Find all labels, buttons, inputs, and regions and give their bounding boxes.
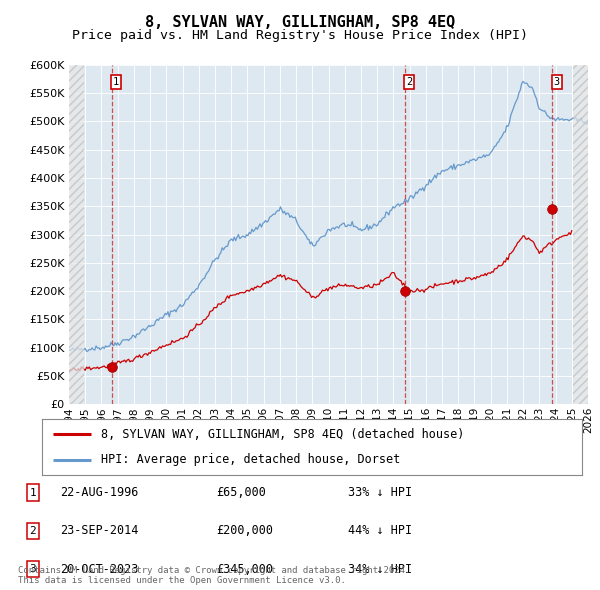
Text: 23-SEP-2014: 23-SEP-2014 <box>60 525 139 537</box>
Text: 22-AUG-1996: 22-AUG-1996 <box>60 486 139 499</box>
Bar <box>69 65 83 404</box>
Text: 33% ↓ HPI: 33% ↓ HPI <box>348 486 412 499</box>
Text: 20-OCT-2023: 20-OCT-2023 <box>60 563 139 576</box>
Text: 3: 3 <box>29 564 37 574</box>
Text: £200,000: £200,000 <box>216 525 273 537</box>
Text: Price paid vs. HM Land Registry's House Price Index (HPI): Price paid vs. HM Land Registry's House … <box>72 29 528 42</box>
Text: 2: 2 <box>29 526 37 536</box>
Text: 8, SYLVAN WAY, GILLINGHAM, SP8 4EQ: 8, SYLVAN WAY, GILLINGHAM, SP8 4EQ <box>145 15 455 30</box>
Bar <box>574 65 588 404</box>
Text: 1: 1 <box>113 77 119 87</box>
Text: 34% ↓ HPI: 34% ↓ HPI <box>348 563 412 576</box>
Text: £345,000: £345,000 <box>216 563 273 576</box>
Text: HPI: Average price, detached house, Dorset: HPI: Average price, detached house, Dors… <box>101 453 401 466</box>
Text: 44% ↓ HPI: 44% ↓ HPI <box>348 525 412 537</box>
Text: 2: 2 <box>406 77 413 87</box>
Text: £65,000: £65,000 <box>216 486 266 499</box>
Text: 3: 3 <box>553 77 560 87</box>
Text: Contains HM Land Registry data © Crown copyright and database right 2024.
This d: Contains HM Land Registry data © Crown c… <box>18 566 410 585</box>
Text: 1: 1 <box>29 487 37 497</box>
Text: 8, SYLVAN WAY, GILLINGHAM, SP8 4EQ (detached house): 8, SYLVAN WAY, GILLINGHAM, SP8 4EQ (deta… <box>101 428 465 441</box>
